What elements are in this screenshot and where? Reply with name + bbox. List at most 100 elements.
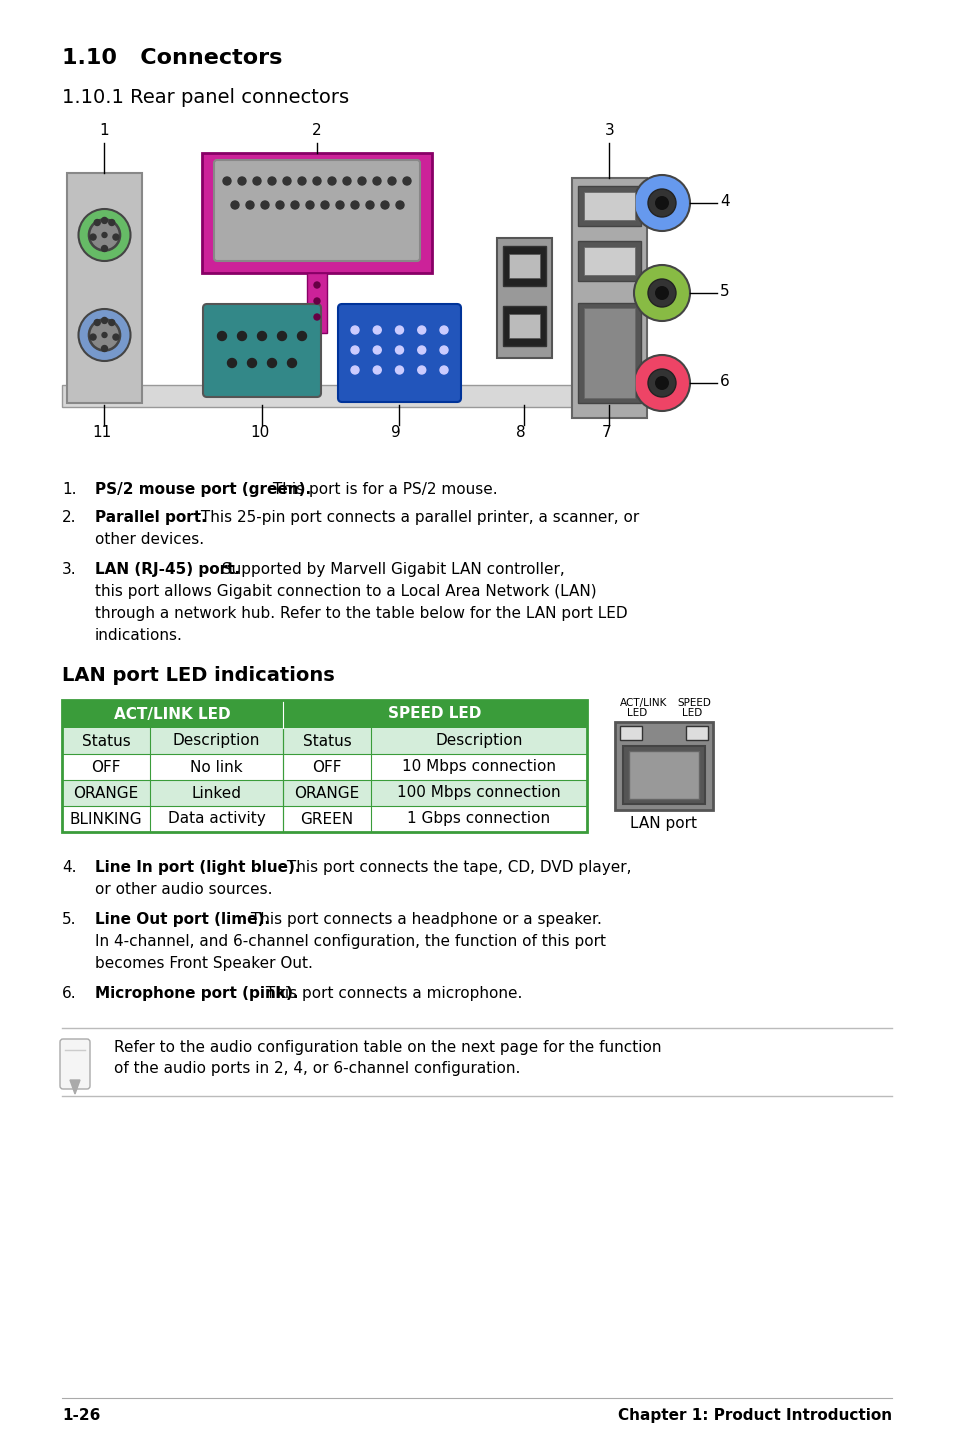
FancyBboxPatch shape	[60, 1040, 90, 1089]
Text: This port is for a PS/2 mouse.: This port is for a PS/2 mouse.	[268, 482, 497, 498]
Circle shape	[417, 326, 425, 334]
Circle shape	[109, 319, 114, 325]
FancyBboxPatch shape	[337, 303, 460, 403]
Circle shape	[237, 177, 246, 186]
Circle shape	[90, 234, 96, 240]
Text: 11: 11	[92, 426, 112, 440]
Bar	[583, 308, 635, 398]
Text: other devices.: other devices.	[95, 532, 204, 546]
Text: 10 Mbps connection: 10 Mbps connection	[401, 759, 556, 775]
Circle shape	[217, 332, 226, 341]
Circle shape	[357, 177, 366, 186]
Text: 3.: 3.	[62, 562, 76, 577]
Circle shape	[246, 201, 253, 209]
Text: Refer to the audio configuration table on the next page for the function
of the : Refer to the audio configuration table o…	[113, 1040, 660, 1076]
Text: 6: 6	[720, 374, 729, 390]
Circle shape	[78, 309, 131, 361]
Circle shape	[261, 201, 269, 209]
Text: 4: 4	[720, 194, 729, 209]
Text: ACT/LINK: ACT/LINK	[619, 697, 667, 707]
Bar	[628, 751, 699, 800]
Bar	[62, 700, 586, 728]
Text: No link: No link	[190, 759, 243, 775]
Text: 3: 3	[604, 124, 614, 138]
Circle shape	[647, 370, 676, 397]
Circle shape	[634, 265, 689, 321]
Text: Description: Description	[435, 733, 522, 749]
Circle shape	[109, 220, 114, 226]
Text: Status: Status	[82, 733, 131, 749]
Circle shape	[112, 234, 119, 240]
Bar	[62, 807, 586, 833]
Circle shape	[247, 358, 256, 368]
Bar	[67, 173, 142, 403]
Text: indications.: indications.	[95, 628, 183, 643]
Circle shape	[313, 177, 320, 186]
Circle shape	[373, 367, 381, 374]
Circle shape	[351, 201, 358, 209]
Text: LED: LED	[681, 707, 701, 718]
Bar	[615, 722, 712, 810]
Text: 9: 9	[391, 426, 401, 440]
Text: 4.: 4.	[62, 860, 76, 874]
Circle shape	[101, 246, 108, 252]
Bar	[583, 247, 635, 275]
Circle shape	[291, 201, 298, 209]
Bar	[62, 385, 639, 407]
Circle shape	[402, 177, 411, 186]
Circle shape	[395, 201, 403, 209]
Circle shape	[439, 326, 448, 334]
Circle shape	[388, 177, 395, 186]
Circle shape	[655, 196, 668, 210]
Circle shape	[320, 201, 329, 209]
Text: Microphone port (pink).: Microphone port (pink).	[95, 986, 298, 1001]
Circle shape	[655, 375, 668, 390]
Circle shape	[417, 367, 425, 374]
Bar	[62, 779, 586, 807]
Circle shape	[380, 201, 389, 209]
Text: 8: 8	[516, 426, 525, 440]
Text: Supported by Marvell Gigabit LAN controller,: Supported by Marvell Gigabit LAN control…	[217, 562, 564, 577]
Text: This port connects a headphone or a speaker.: This port connects a headphone or a spea…	[246, 912, 601, 928]
Circle shape	[314, 282, 319, 288]
Bar	[685, 726, 707, 741]
Circle shape	[634, 355, 689, 411]
Bar	[502, 246, 545, 286]
Text: SPEED LED: SPEED LED	[388, 706, 481, 722]
Text: LAN port LED indications: LAN port LED indications	[62, 666, 335, 684]
Circle shape	[112, 334, 119, 339]
Polygon shape	[70, 1080, 80, 1094]
Circle shape	[395, 367, 403, 374]
Bar	[509, 313, 539, 338]
Text: This port connects the tape, CD, DVD player,: This port connects the tape, CD, DVD pla…	[282, 860, 631, 874]
Circle shape	[351, 347, 358, 354]
Circle shape	[283, 177, 291, 186]
Circle shape	[351, 367, 358, 374]
Circle shape	[90, 334, 96, 339]
Circle shape	[343, 177, 351, 186]
Text: ORANGE: ORANGE	[73, 785, 138, 801]
Circle shape	[223, 177, 231, 186]
Circle shape	[237, 332, 246, 341]
Circle shape	[297, 332, 306, 341]
Text: 5: 5	[720, 283, 729, 299]
Circle shape	[647, 188, 676, 217]
Text: 1 Gbps connection: 1 Gbps connection	[407, 811, 550, 827]
Text: ORANGE: ORANGE	[294, 785, 359, 801]
Circle shape	[253, 177, 261, 186]
Circle shape	[297, 177, 306, 186]
Circle shape	[314, 298, 319, 303]
Circle shape	[439, 367, 448, 374]
Bar	[578, 186, 640, 226]
Circle shape	[257, 332, 266, 341]
Text: or other audio sources.: or other audio sources.	[95, 881, 273, 897]
Text: This port connects a microphone.: This port connects a microphone.	[260, 986, 521, 1001]
Circle shape	[91, 322, 118, 348]
Text: this port allows Gigabit connection to a Local Area Network (LAN): this port allows Gigabit connection to a…	[95, 584, 596, 600]
Bar	[572, 178, 646, 418]
Circle shape	[306, 201, 314, 209]
Text: Line Out port (lime).: Line Out port (lime).	[95, 912, 270, 928]
Bar	[619, 726, 641, 741]
Bar	[497, 239, 552, 358]
Bar	[62, 700, 586, 833]
